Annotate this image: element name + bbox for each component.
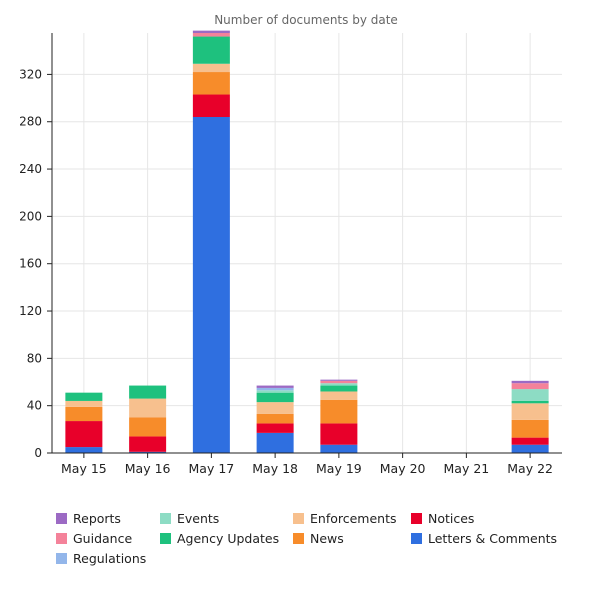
bar-segment[interactable] <box>192 30 230 33</box>
legend-label: Notices <box>428 511 475 526</box>
bar-segment[interactable] <box>320 444 358 453</box>
bar-segment[interactable] <box>192 36 230 64</box>
bar-segment[interactable] <box>511 380 549 384</box>
bar-segment[interactable] <box>65 421 103 448</box>
y-tick-label: 200 <box>19 209 42 223</box>
bar-segment[interactable] <box>256 423 294 433</box>
x-tick-label: May 20 <box>380 461 426 476</box>
bar-segment[interactable] <box>129 398 167 418</box>
bar-segment[interactable] <box>256 390 294 393</box>
bar-segment[interactable] <box>511 403 549 420</box>
bar-segment[interactable] <box>129 417 167 437</box>
bar-segment[interactable] <box>320 423 358 445</box>
bar-segment[interactable] <box>65 406 103 422</box>
bar-segment[interactable] <box>320 391 358 400</box>
y-tick-label: 40 <box>27 399 42 413</box>
legend-label: Regulations <box>73 551 147 566</box>
x-tick-label: May 17 <box>189 461 235 476</box>
bar-segment[interactable] <box>511 444 549 453</box>
bar-segment[interactable] <box>65 447 103 453</box>
legend-item[interactable]: News <box>293 531 344 546</box>
bar-segment[interactable] <box>192 33 230 37</box>
x-tick-label: May 18 <box>252 461 298 476</box>
y-tick-labels: 0 40 80 120 160 200 240 280 320 <box>19 67 52 460</box>
legend-item[interactable]: Regulations <box>56 551 146 566</box>
legend-swatch <box>411 533 422 544</box>
legend-item[interactable]: Letters & Comments <box>411 531 557 546</box>
legend-label: News <box>310 531 344 546</box>
legend-swatch <box>293 513 304 524</box>
legend-swatch <box>293 533 304 544</box>
y-tick-label: 240 <box>19 162 42 176</box>
legend-swatch <box>160 533 171 544</box>
legend-item[interactable]: Enforcements <box>293 511 397 526</box>
bar-segment[interactable] <box>256 432 294 453</box>
y-tick-label: 280 <box>19 115 42 129</box>
legend-swatch <box>411 513 422 524</box>
y-tick-label: 320 <box>19 67 42 81</box>
legend-swatch <box>56 533 67 544</box>
y-tick-label: 80 <box>27 351 42 365</box>
x-tick-labels: May 15 May 16 May 17 May 18 May 19 May 20 May … <box>61 453 553 476</box>
bar-segment[interactable] <box>511 389 549 401</box>
bar-segment[interactable] <box>256 387 294 391</box>
legend-label: Letters & Comments <box>428 531 558 546</box>
bar-segment[interactable] <box>129 451 167 453</box>
legend-label: Agency Updates <box>177 531 280 546</box>
bar-segment[interactable] <box>129 436 167 452</box>
bar-segment[interactable] <box>511 437 549 445</box>
legend-item[interactable]: Agency Updates <box>160 531 279 546</box>
bar-segment[interactable] <box>256 413 294 424</box>
x-tick-label: May 21 <box>444 461 490 476</box>
axes <box>51 33 562 454</box>
bar-segment[interactable] <box>192 72 230 95</box>
bar-segment[interactable] <box>65 392 103 401</box>
bar-segment[interactable] <box>192 63 230 73</box>
bar-segment[interactable] <box>65 400 103 407</box>
legend-swatch <box>160 513 171 524</box>
x-tick-label: May 15 <box>61 461 107 476</box>
legend-item[interactable]: Events <box>160 511 219 526</box>
bars <box>65 30 549 453</box>
legend-item[interactable]: Guidance <box>56 531 132 546</box>
y-tick-label: 120 <box>19 304 42 318</box>
bar-segment[interactable] <box>511 383 549 390</box>
legend-swatch <box>56 513 67 524</box>
legend-item[interactable]: Notices <box>411 511 474 526</box>
bar-segment[interactable] <box>129 385 167 399</box>
grid <box>52 33 562 453</box>
x-tick-label: May 22 <box>507 461 553 476</box>
legend-label: Enforcements <box>310 511 397 526</box>
legend-item[interactable]: Reports <box>56 511 121 526</box>
bar-segment[interactable] <box>256 402 294 414</box>
bar-segment[interactable] <box>511 400 549 404</box>
y-tick-label: 160 <box>19 257 42 271</box>
bar-segment[interactable] <box>511 419 549 438</box>
bar-segment[interactable] <box>192 94 230 117</box>
chart-title: Number of documents by date <box>214 13 398 27</box>
bar-segment[interactable] <box>192 117 230 453</box>
bar-segment[interactable] <box>320 399 358 424</box>
bar-segment[interactable] <box>320 380 358 384</box>
x-tick-label: May 16 <box>125 461 171 476</box>
bar-segment[interactable] <box>320 383 358 386</box>
legend-swatch <box>56 553 67 564</box>
legend-label: Events <box>177 511 220 526</box>
y-tick-label: 0 <box>34 446 42 460</box>
bar-segment[interactable] <box>320 385 358 392</box>
legend-label: Guidance <box>73 531 133 546</box>
bar-segment[interactable] <box>320 379 358 381</box>
x-tick-label: May 19 <box>316 461 362 476</box>
bar-segment[interactable] <box>256 385 294 388</box>
bar-segment[interactable] <box>256 392 294 403</box>
legend-label: Reports <box>73 511 121 526</box>
